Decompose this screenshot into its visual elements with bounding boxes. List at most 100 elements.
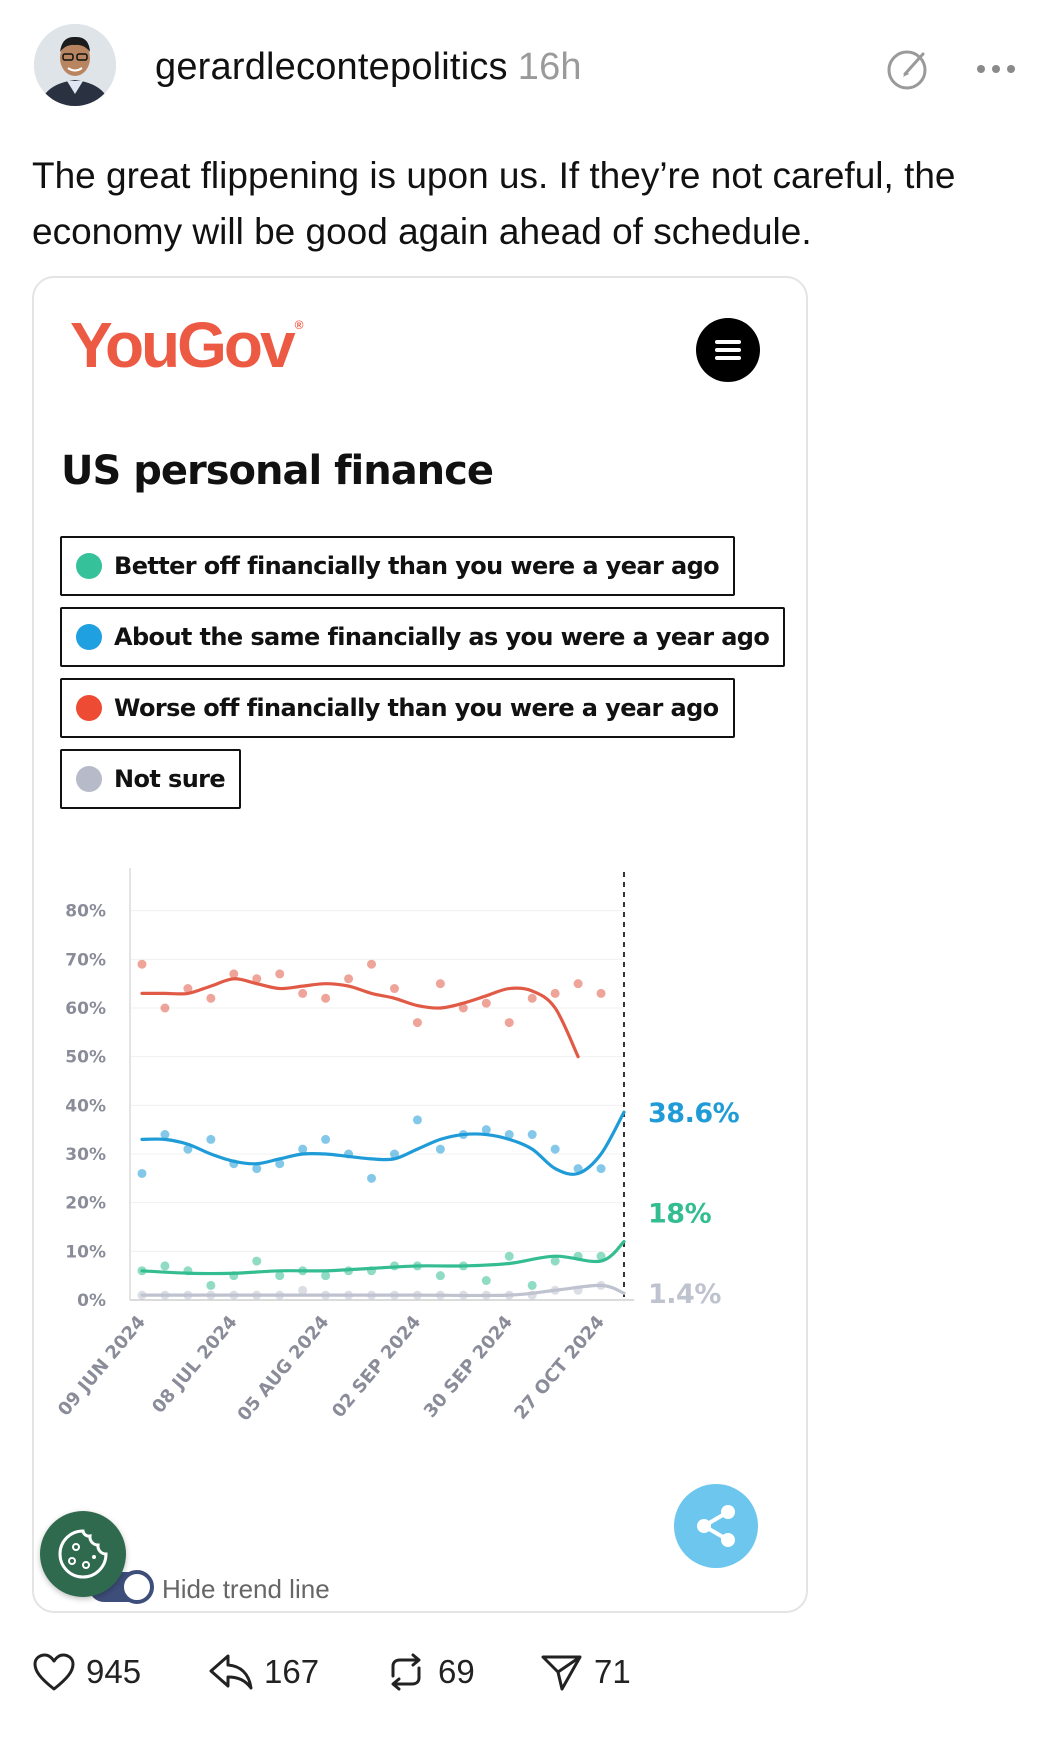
- avatar[interactable]: [34, 24, 116, 106]
- data-point: [481, 998, 491, 1008]
- data-point: [275, 969, 285, 979]
- legend-dot-green: [76, 553, 102, 579]
- x-tick-label: 08 JUL 2024: [148, 1312, 242, 1418]
- menu-icon-bar: [715, 348, 741, 352]
- toggle-knob[interactable]: [120, 1570, 154, 1604]
- x-tick-label: 09 JUN 2024: [54, 1312, 150, 1421]
- legend-better-off[interactable]: Better off financially than you were a y…: [60, 536, 736, 596]
- heart-icon: [33, 1653, 75, 1691]
- data-point: [527, 993, 537, 1003]
- chart-share-button[interactable]: [674, 1484, 758, 1568]
- series-end-label: 38.6%: [648, 1098, 740, 1129]
- data-point: [137, 1168, 147, 1178]
- data-point: [229, 969, 239, 979]
- share-action[interactable]: 71: [540, 1652, 631, 1692]
- data-point: [275, 1159, 285, 1169]
- data-point: [252, 1164, 262, 1174]
- y-tick-label: 20%: [65, 1194, 106, 1214]
- legend-not-sure[interactable]: Not sure: [60, 749, 242, 809]
- reply-icon: [209, 1654, 253, 1690]
- x-tick-label: 27 OCT 2024: [510, 1312, 609, 1424]
- trend-line: [140, 1283, 626, 1298]
- data-point: [367, 959, 377, 969]
- cookie-settings-button[interactable]: [40, 1511, 126, 1597]
- data-point: [504, 1130, 514, 1140]
- repost-icon: [391, 1653, 421, 1691]
- data-point: [412, 1018, 422, 1028]
- data-point: [252, 974, 262, 984]
- data-point: [527, 1280, 537, 1290]
- data-point: [527, 1130, 537, 1140]
- y-tick-label: 50%: [65, 1048, 106, 1068]
- legend-worse-off[interactable]: Worse off financially than you were a ye…: [60, 678, 735, 738]
- series-end-label: 18%: [648, 1198, 712, 1229]
- data-point: [321, 1271, 331, 1281]
- series-end-label: 1.4%: [648, 1279, 721, 1310]
- hide-trend-line-label[interactable]: Hide trend line: [162, 1574, 330, 1604]
- data-point: [275, 1271, 285, 1281]
- data-point: [252, 1256, 262, 1266]
- legend-label: Not sure: [114, 765, 226, 793]
- line-chart: 0%10%20%30%40%50%60%70%80%90%18TH NOV 20…: [54, 868, 740, 1425]
- chart-title: US personal finance: [61, 448, 494, 494]
- trend-line: [140, 1240, 626, 1276]
- yougov-logo[interactable]: YouGov ®: [70, 308, 303, 382]
- data-point: [160, 1261, 170, 1271]
- data-point: [481, 1125, 491, 1135]
- data-point: [435, 1271, 445, 1281]
- data-point: [596, 988, 606, 998]
- data-point: [321, 1134, 331, 1144]
- y-tick-label: 30%: [65, 1145, 106, 1165]
- data-point: [596, 1251, 606, 1261]
- edit-icon[interactable]: [885, 44, 933, 92]
- data-point: [573, 979, 583, 989]
- data-point: [389, 1149, 399, 1159]
- reply-action[interactable]: 167: [208, 1652, 319, 1692]
- data-point: [298, 1144, 308, 1154]
- trend-line: [140, 977, 580, 1059]
- data-point: [321, 993, 331, 1003]
- more-options-icon[interactable]: [975, 62, 1017, 74]
- y-tick-label: 70%: [65, 950, 106, 970]
- data-point: [206, 1134, 216, 1144]
- data-point: [435, 1144, 445, 1154]
- x-tick-label: 02 SEP 2024: [328, 1312, 425, 1422]
- data-point: [550, 988, 560, 998]
- data-point: [206, 1280, 216, 1290]
- embedded-chart-card[interactable]: YouGov ® US personal finance Better off f…: [32, 276, 808, 1613]
- data-point: [504, 1251, 514, 1261]
- data-point: [550, 1144, 560, 1154]
- legend-dot-grey: [76, 766, 102, 792]
- like-action[interactable]: 945: [32, 1652, 141, 1692]
- reply-count: 167: [264, 1653, 320, 1690]
- data-point: [458, 1003, 468, 1013]
- data-point: [550, 1256, 560, 1266]
- y-tick-label: 10%: [65, 1242, 106, 1262]
- data-point: [504, 1018, 514, 1028]
- data-point: [137, 959, 147, 969]
- trend-line: [140, 1110, 626, 1176]
- share-icon: [697, 1505, 735, 1547]
- data-point: [206, 993, 216, 1003]
- menu-icon-bar: [715, 356, 741, 360]
- repost-action[interactable]: 69: [384, 1652, 475, 1692]
- data-point: [160, 1130, 170, 1140]
- share-count: 71: [594, 1653, 631, 1690]
- menu-button[interactable]: [696, 318, 760, 382]
- send-icon: [541, 1655, 582, 1691]
- legend-label: Better off financially than you were a y…: [114, 552, 720, 580]
- data-point: [367, 1173, 377, 1183]
- legend-dot-blue: [76, 624, 102, 650]
- x-tick-label: 30 SEP 2024: [420, 1312, 517, 1422]
- data-point: [435, 979, 445, 989]
- y-tick-label: 80%: [65, 902, 106, 922]
- data-point: [183, 984, 193, 994]
- menu-icon-bar: [715, 340, 741, 344]
- legend-label: About the same financially as you were a…: [114, 623, 770, 651]
- y-tick-label: 0%: [77, 1291, 106, 1311]
- legend-about-same[interactable]: About the same financially as you were a…: [60, 607, 786, 667]
- y-tick-label: 40%: [65, 1096, 106, 1116]
- username-link[interactable]: gerardlecontepolitics: [155, 46, 508, 88]
- legend-dot-red: [76, 695, 102, 721]
- y-tick-label: 60%: [65, 999, 106, 1019]
